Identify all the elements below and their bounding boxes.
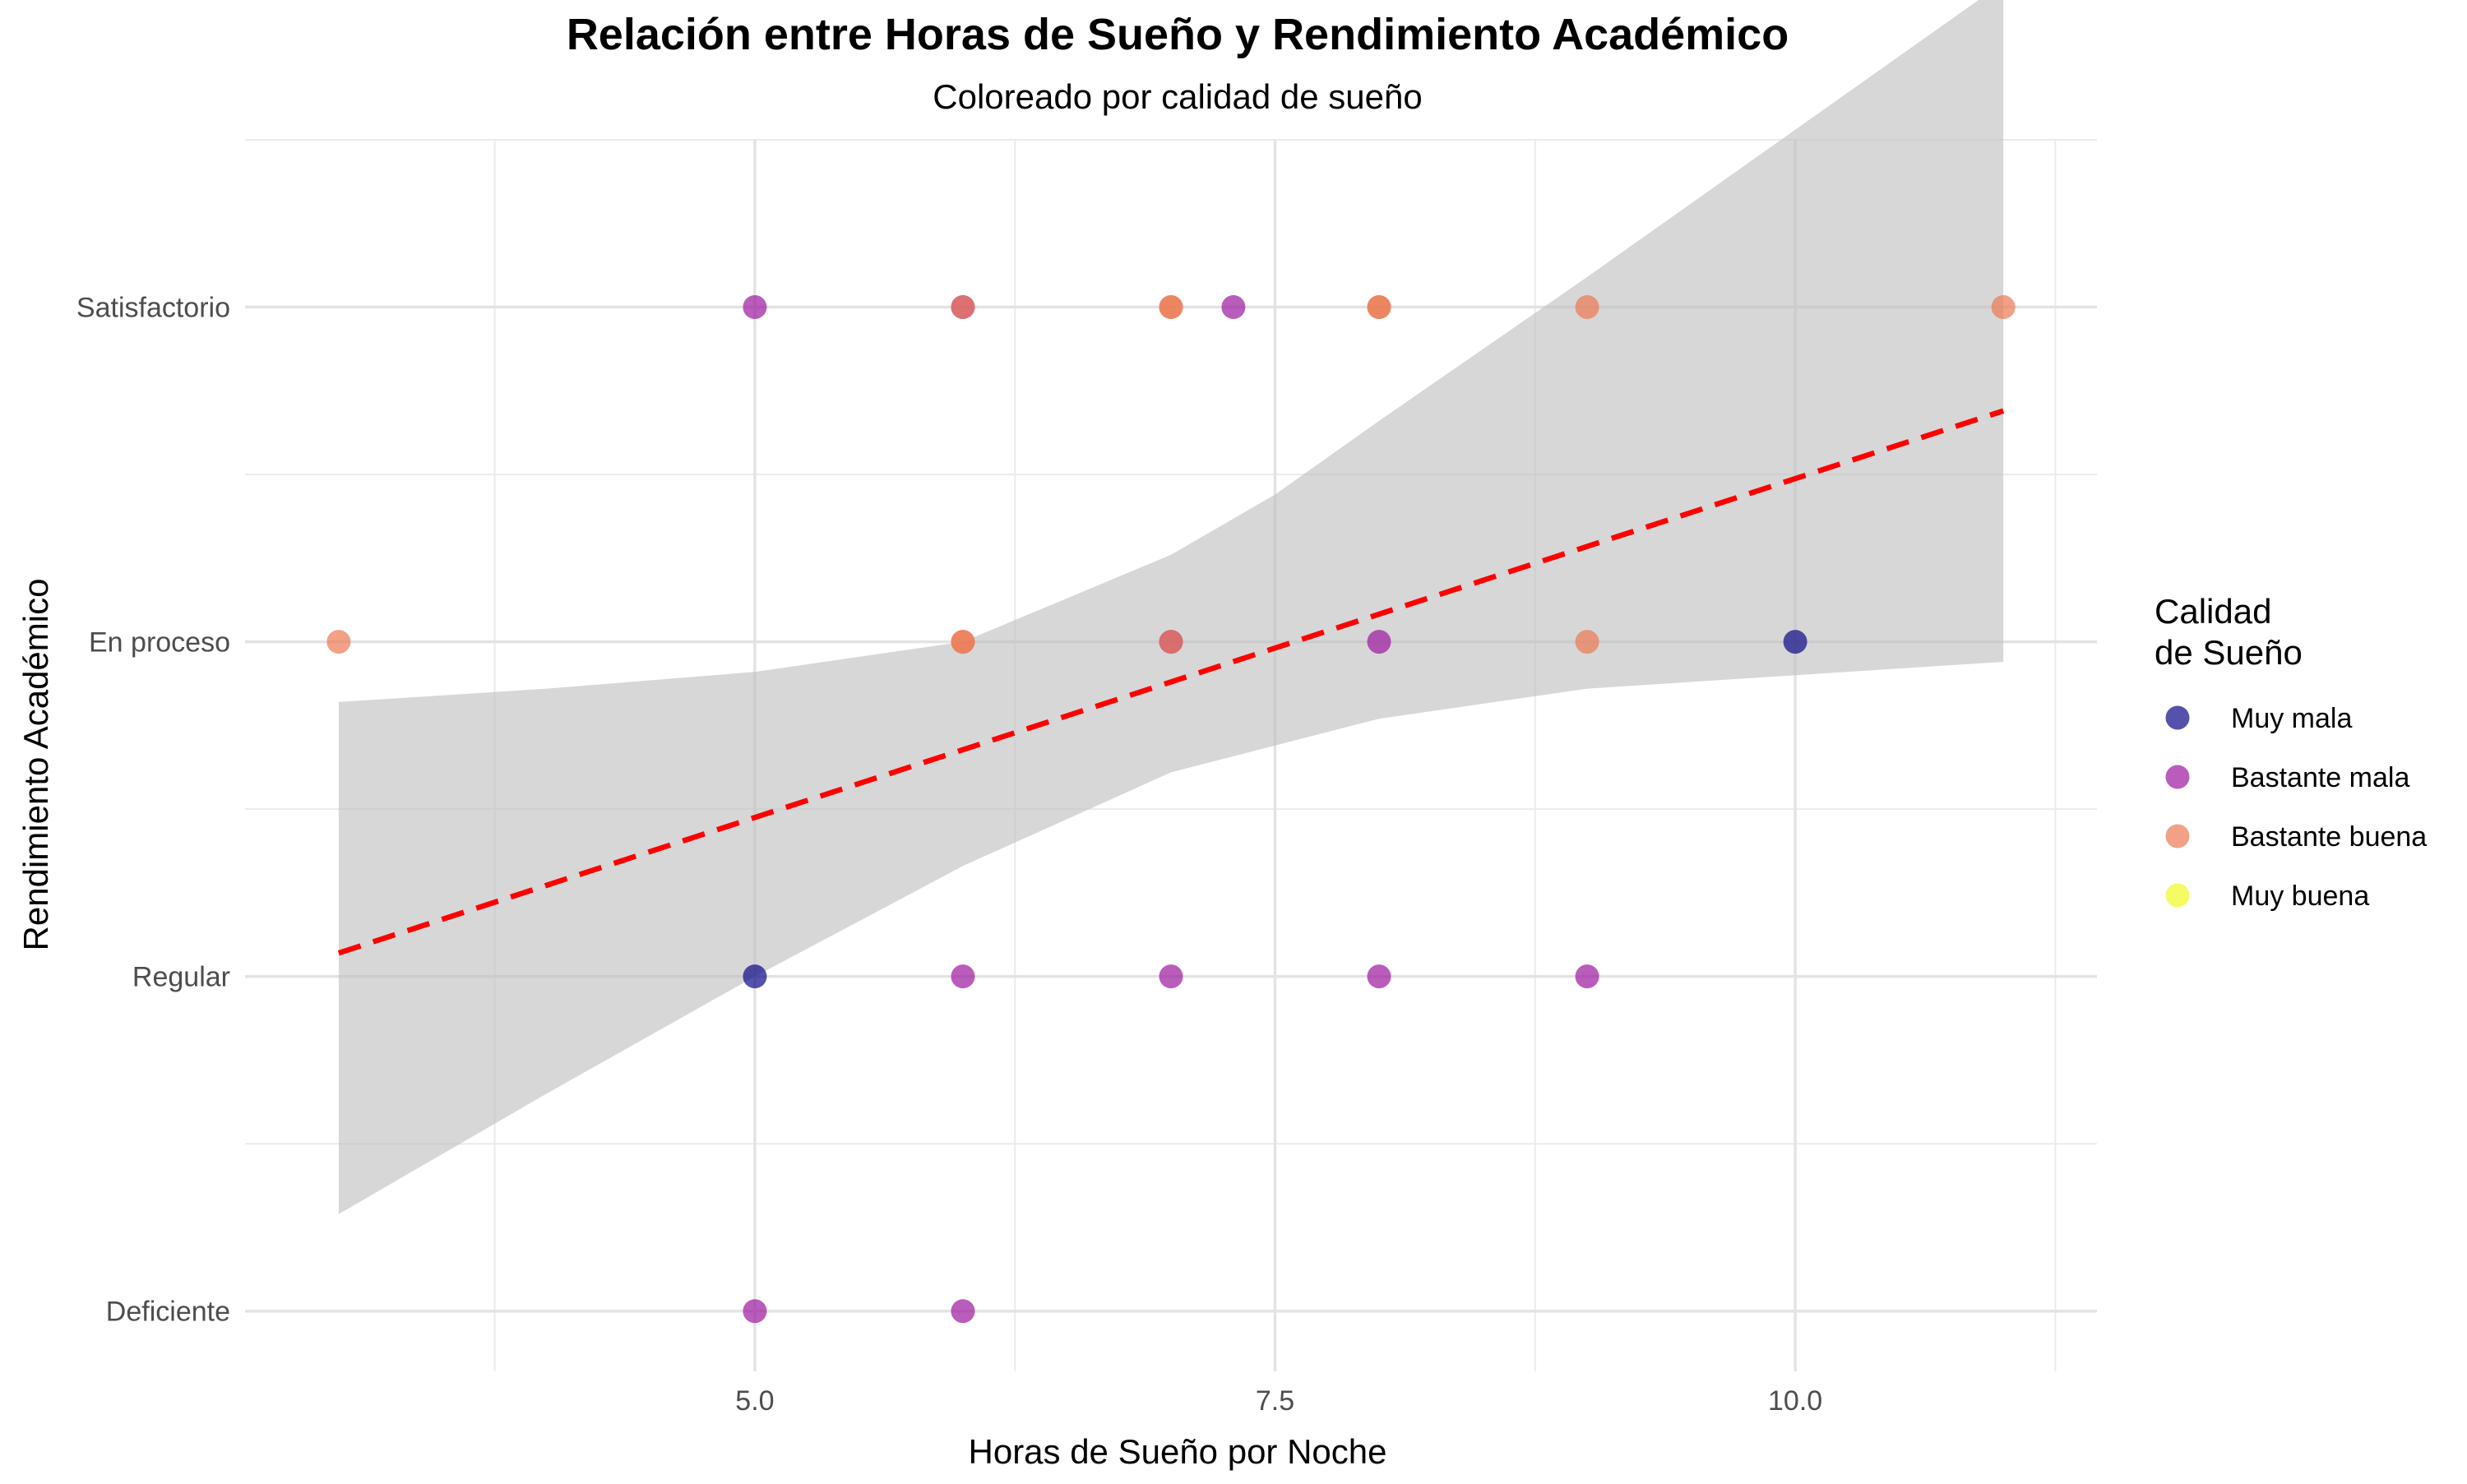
confidence-band-area <box>338 0 2004 1214</box>
x-axis-label: Horas de Sueño por Noche <box>969 1432 1387 1471</box>
data-point <box>951 1299 975 1324</box>
confidence-band <box>338 0 2004 1214</box>
x-tick-label: 10.0 <box>1768 1385 1822 1417</box>
legend-label: Muy mala <box>2231 703 2352 734</box>
y-tick-label: En proceso <box>89 627 230 659</box>
data-point <box>1575 964 1599 989</box>
legend-title-line-1: Calidad <box>2155 592 2271 631</box>
legend-title-line-2: de Sueño <box>2155 633 2303 672</box>
trend-line <box>337 408 2005 956</box>
y-tick-label: Regular <box>132 962 230 993</box>
data-point <box>951 295 975 320</box>
data-points <box>326 295 2016 1324</box>
data-point <box>1159 295 1183 320</box>
data-point <box>1159 964 1183 989</box>
x-axis-ticks: 5.0 7.5 10.0 <box>735 1385 1822 1417</box>
legend-key <box>2165 705 2190 730</box>
data-point <box>1367 295 1391 320</box>
data-point <box>1783 630 1807 654</box>
data-point <box>1367 964 1391 989</box>
data-point <box>1367 630 1391 654</box>
data-point <box>1991 295 2016 320</box>
data-point <box>951 964 975 989</box>
x-tick-label: 7.5 <box>1256 1385 1294 1417</box>
legend-label: Muy buena <box>2231 881 2369 912</box>
legend-key <box>2165 883 2190 908</box>
data-point <box>743 1299 767 1324</box>
y-tick-label: Satisfactorio <box>76 293 230 324</box>
data-point <box>1159 630 1183 654</box>
chart-title: Relación entre Horas de Sueño y Rendimie… <box>567 10 1789 59</box>
legend-key <box>2165 765 2190 789</box>
legend-entries: Muy mala Bastante mala Bastante buena Muy b… <box>2165 703 2427 912</box>
y-axis-ticks: Deficiente Regular En proceso Satisfactorio <box>76 293 230 1328</box>
legend-label: Bastante mala <box>2231 762 2409 793</box>
trend-line-path <box>337 408 2005 956</box>
legend-label: Bastante buena <box>2231 821 2427 853</box>
legend-key <box>2165 824 2190 848</box>
y-axis-label: Rendimiento Académico <box>16 579 55 951</box>
data-point <box>326 630 351 654</box>
data-point <box>743 964 767 989</box>
data-point <box>951 630 975 654</box>
data-point <box>1575 630 1599 654</box>
data-point <box>743 295 767 320</box>
y-tick-label: Deficiente <box>106 1297 230 1328</box>
data-point <box>1575 295 1599 320</box>
chart-subtitle: Coloreado por calidad de sueño <box>933 77 1422 116</box>
legend: Calidad de Sueño Muy mala Bastante mala Ba… <box>2155 592 2427 912</box>
x-tick-label: 5.0 <box>735 1385 774 1417</box>
data-point <box>1221 295 1246 320</box>
